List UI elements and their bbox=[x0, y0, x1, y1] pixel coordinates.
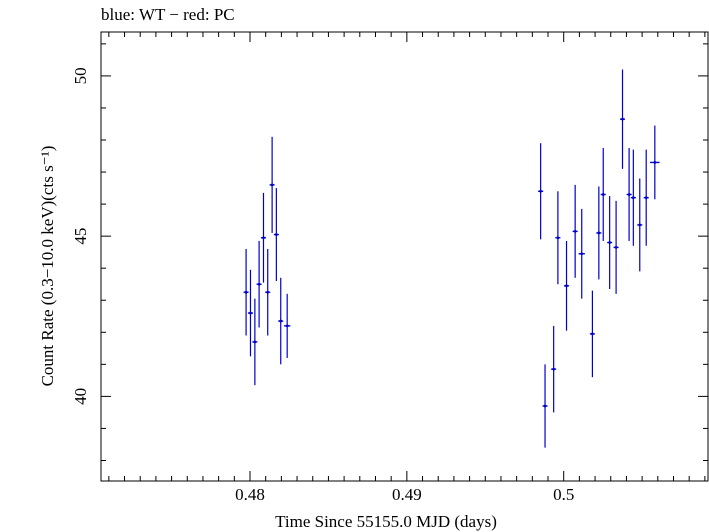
point-marker bbox=[552, 367, 556, 371]
x-tick-label: 0.48 bbox=[235, 485, 265, 504]
point-marker bbox=[638, 223, 642, 227]
point-marker bbox=[285, 324, 289, 328]
data-point bbox=[265, 248, 271, 336]
chart-title: blue: WT − red: PC bbox=[101, 5, 235, 24]
data-point bbox=[243, 248, 249, 336]
data-point bbox=[572, 184, 578, 278]
data-point bbox=[589, 290, 595, 378]
data-point bbox=[284, 293, 291, 358]
point-marker bbox=[253, 340, 257, 344]
point-marker bbox=[627, 193, 631, 196]
data-point bbox=[252, 298, 258, 386]
x-tick-label: 0.49 bbox=[392, 485, 422, 504]
data-point bbox=[551, 325, 557, 413]
y-tick-label: 40 bbox=[71, 388, 90, 405]
data-point bbox=[613, 200, 619, 294]
data-point bbox=[578, 208, 585, 299]
data-point bbox=[596, 186, 602, 280]
data-point bbox=[650, 125, 660, 200]
data-point bbox=[643, 149, 649, 246]
point-marker bbox=[621, 117, 624, 121]
point-marker bbox=[249, 311, 252, 315]
point-marker bbox=[597, 231, 601, 235]
point-marker bbox=[266, 290, 270, 294]
data-point bbox=[256, 240, 262, 328]
point-marker bbox=[573, 229, 577, 233]
data-point bbox=[269, 136, 275, 233]
data-point bbox=[273, 188, 279, 282]
y-axis-label: Count Rate (0.3−10.0 keV)(cts s⁻¹) bbox=[38, 146, 57, 387]
data-series bbox=[243, 69, 660, 448]
data-point bbox=[637, 178, 643, 272]
x-axis-label: Time Since 55155.0 MJD (days) bbox=[275, 512, 497, 531]
data-point bbox=[607, 196, 613, 290]
data-point bbox=[600, 148, 606, 241]
plot-frame bbox=[100, 31, 709, 482]
data-point bbox=[260, 192, 266, 283]
x-axis-ticks: 0.48 0.49 0.5 bbox=[108, 32, 706, 504]
y-axis-ticks: 40 45 50 bbox=[71, 43, 708, 461]
point-marker bbox=[565, 284, 568, 288]
point-marker bbox=[244, 290, 248, 294]
point-marker bbox=[543, 404, 547, 408]
point-marker bbox=[274, 233, 278, 236]
data-point bbox=[247, 269, 253, 357]
data-point bbox=[626, 148, 632, 241]
point-marker bbox=[556, 236, 560, 240]
data-point bbox=[538, 143, 544, 240]
data-point bbox=[278, 277, 284, 365]
data-point bbox=[564, 240, 570, 331]
point-marker bbox=[257, 282, 261, 286]
point-marker bbox=[614, 245, 618, 249]
point-marker bbox=[580, 252, 584, 256]
point-marker bbox=[591, 332, 594, 336]
point-marker bbox=[644, 196, 648, 200]
y-tick-label: 50 bbox=[71, 67, 90, 84]
point-marker bbox=[270, 183, 274, 187]
data-point bbox=[555, 191, 561, 285]
point-marker bbox=[539, 189, 543, 193]
data-point bbox=[620, 69, 626, 169]
data-point bbox=[542, 364, 548, 448]
point-marker bbox=[631, 196, 635, 200]
y-tick-label: 45 bbox=[71, 228, 90, 245]
point-marker bbox=[608, 241, 612, 244]
point-marker bbox=[262, 236, 265, 240]
point-marker bbox=[601, 193, 605, 196]
data-point bbox=[630, 149, 636, 246]
point-marker bbox=[653, 161, 657, 164]
x-tick-label: 0.5 bbox=[553, 485, 574, 504]
point-marker bbox=[279, 319, 283, 323]
